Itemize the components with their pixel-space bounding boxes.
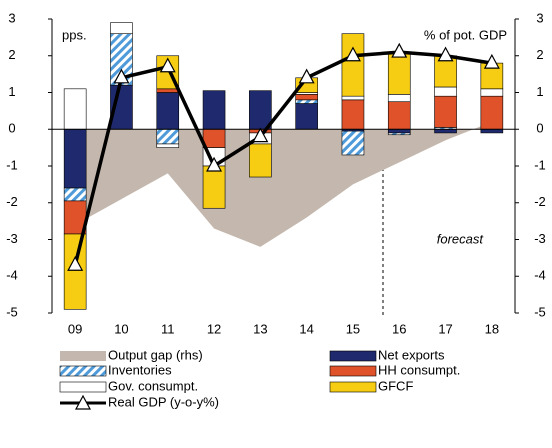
y-tick-label: -4 xyxy=(6,268,18,283)
legend-swatch xyxy=(60,351,106,361)
y-tick-label: 0 xyxy=(8,121,15,136)
bar xyxy=(63,187,87,202)
marker xyxy=(483,53,500,69)
y2-tick-label: -2 xyxy=(534,194,546,209)
line xyxy=(73,50,493,266)
bar xyxy=(341,95,365,101)
bar xyxy=(202,90,226,130)
x-tick-label: 18 xyxy=(485,321,499,336)
y-tick-label: -5 xyxy=(6,304,18,319)
bar xyxy=(156,92,180,130)
legend-label: GFCF xyxy=(378,378,413,393)
bar xyxy=(156,128,180,145)
y2-tick-label: -5 xyxy=(534,304,546,319)
y-tick-label: 3 xyxy=(8,10,15,25)
bar xyxy=(434,86,457,97)
legend-label: Inventories xyxy=(108,362,172,377)
y-tick-label: -1 xyxy=(6,157,18,172)
y2-tick-label: 0 xyxy=(536,121,543,136)
marker xyxy=(437,46,454,62)
y-tick-label: -3 xyxy=(6,231,18,246)
bar xyxy=(387,128,411,134)
bar xyxy=(295,103,318,130)
legend-swatch xyxy=(59,365,107,377)
marker xyxy=(252,127,269,143)
x-tick-label: 11 xyxy=(161,321,175,336)
bar xyxy=(156,88,180,93)
marker xyxy=(159,57,176,73)
bar xyxy=(434,128,457,134)
bar xyxy=(341,99,365,130)
x-tick-label: 10 xyxy=(114,321,128,336)
y2-tick-label: -3 xyxy=(534,231,546,246)
bar xyxy=(249,143,272,178)
legend-label: Real GDP (y-o-y%) xyxy=(108,394,219,409)
y2-axis-label: % of pot. GDP xyxy=(424,27,507,42)
bar xyxy=(63,233,87,310)
x-tick-label: 15 xyxy=(346,321,360,336)
bars xyxy=(63,22,504,310)
y2-tick-label: -1 xyxy=(534,157,546,172)
marker xyxy=(391,42,408,58)
marker xyxy=(344,46,361,62)
bar xyxy=(387,94,411,102)
bar xyxy=(387,132,411,136)
legend-swatch xyxy=(59,381,107,393)
annotation: forecast xyxy=(437,231,485,246)
bar xyxy=(249,90,272,130)
bar xyxy=(480,95,504,130)
marker xyxy=(298,68,315,84)
legend-swatch xyxy=(329,350,377,362)
bar xyxy=(480,128,504,134)
legend-label: Output gap (rhs) xyxy=(108,347,203,362)
x-tick-label: 16 xyxy=(392,321,406,336)
bar xyxy=(202,128,226,148)
bar xyxy=(110,22,133,34)
bar xyxy=(387,101,411,130)
y-tick-label: -2 xyxy=(6,194,18,209)
bar xyxy=(480,88,504,97)
legend-label: Net exports xyxy=(378,347,445,362)
bar xyxy=(295,99,318,104)
area xyxy=(75,121,492,247)
bar xyxy=(295,94,318,101)
legend-label: HH consumpt. xyxy=(378,362,460,377)
marker xyxy=(206,156,223,172)
bar xyxy=(341,33,365,97)
marker xyxy=(113,68,130,84)
y2-tick-label: 3 xyxy=(536,10,543,25)
legend-label: Gov. consumpt. xyxy=(108,378,198,393)
y-axis-label: pps. xyxy=(62,27,87,42)
bar xyxy=(156,143,180,148)
legend-swatch xyxy=(329,365,377,377)
bar xyxy=(63,128,87,189)
bar xyxy=(387,53,411,95)
y-tick-label: 1 xyxy=(8,84,15,99)
x-tick-label: 17 xyxy=(438,321,452,336)
bar xyxy=(341,130,365,156)
marker xyxy=(67,255,84,271)
x-tick-label: 12 xyxy=(207,321,221,336)
x-tick-label: 14 xyxy=(299,321,313,336)
bar xyxy=(434,95,457,128)
bar xyxy=(202,165,226,209)
x-tick-label: 09 xyxy=(68,321,82,336)
y2-tick-label: 2 xyxy=(536,47,543,62)
x-tick-label: 13 xyxy=(253,321,267,336)
y2-tick-label: -4 xyxy=(534,268,546,283)
y-tick-label: 2 xyxy=(8,47,15,62)
legend-swatch xyxy=(329,381,377,393)
legend-swatch xyxy=(74,394,92,410)
bar xyxy=(63,88,87,130)
y2-tick-label: 1 xyxy=(536,84,543,99)
